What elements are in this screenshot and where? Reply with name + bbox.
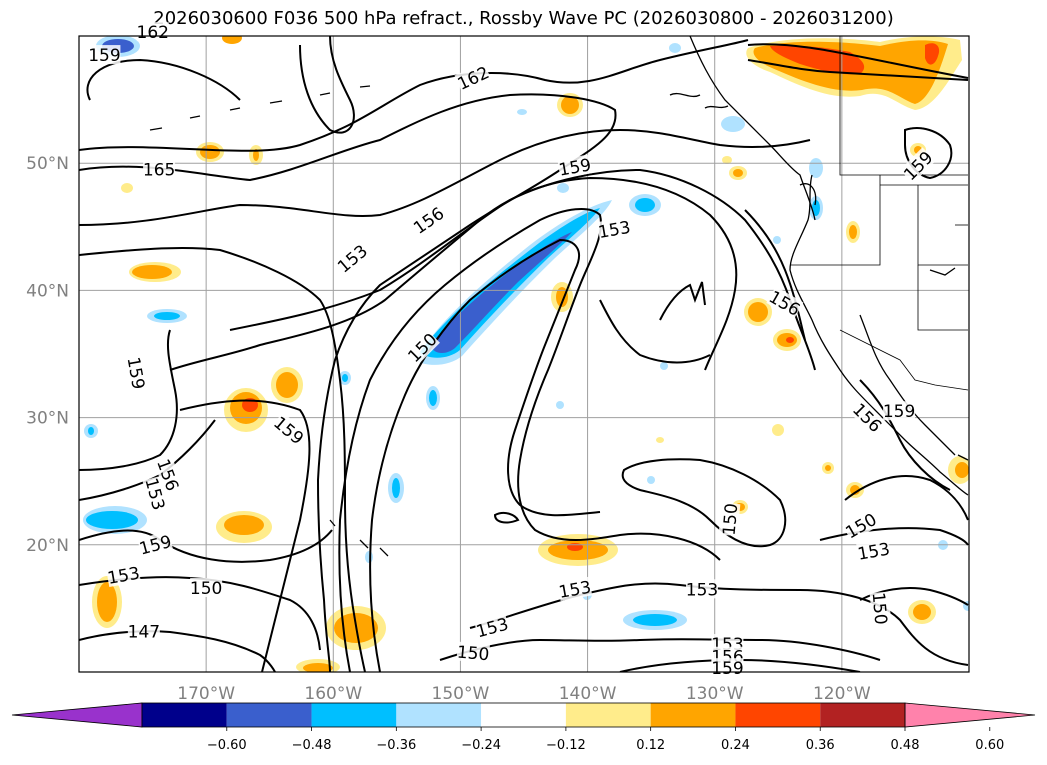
lon-tick-label: 120°W (813, 684, 871, 704)
lon-tick-label: 140°W (559, 684, 617, 704)
colorbar-tick-label: 0.24 (721, 738, 750, 753)
colorbar-segment (820, 703, 905, 727)
map-frame (78, 35, 970, 673)
colorbar-tick-label: 0.12 (636, 738, 665, 753)
colorbar-tick-label: 0.48 (891, 738, 920, 753)
contour-label: 153 (474, 613, 511, 643)
colorbar-segment (311, 703, 397, 727)
contour-label: 150 (868, 591, 892, 626)
negative-anomaly-jet (415, 200, 612, 365)
svg-text:159: 159 (123, 356, 148, 391)
svg-text:153: 153 (597, 218, 632, 243)
svg-text:153: 153 (474, 615, 511, 643)
colorbar-extend-high (904, 702, 1036, 728)
contour-label: 153 (686, 579, 718, 600)
colorbar-extend-low (11, 702, 143, 728)
colorbar-segment (650, 703, 736, 727)
contour-label: 159 (123, 356, 149, 391)
colorbar-segment (226, 703, 312, 727)
colorbar-tick-label: 0.60 (975, 738, 1004, 753)
latitude-tick-labels: 20°N 30°N 40°N 50°N (26, 154, 69, 556)
contour-label: 162 (137, 22, 169, 43)
longitude-tick-labels: 170°W 160°W 150°W 140°W 130°W 120°W (177, 684, 871, 704)
contour-label: 150 (456, 641, 490, 666)
svg-text:159: 159 (137, 532, 174, 560)
colorbar-tick-labels: −0.60 −0.48 −0.36 −0.24 −0.12 0.12 0.24 0.36 0.4… (207, 727, 1004, 753)
contour-label: 153 (557, 576, 593, 603)
contour-label: 153 (856, 538, 892, 565)
colorbar-tick-label: −0.12 (546, 738, 586, 753)
svg-text:150: 150 (720, 502, 743, 536)
contour-label: 159 (137, 530, 174, 560)
contour-label: 153 (597, 216, 632, 243)
contour-label: 147 (128, 621, 160, 642)
svg-text:165: 165 (143, 161, 175, 181)
contour-lines (79, 36, 969, 672)
contour-label: 153 (333, 240, 372, 277)
colorbar-segment (481, 703, 566, 727)
map-title: 2026030600 F036 500 hPa refract., Rossby… (153, 8, 894, 29)
coastline-layer (149, 36, 969, 557)
contour-label: 165 (143, 159, 175, 181)
colorbar (11, 702, 1036, 728)
svg-text:153: 153 (106, 564, 141, 589)
svg-text:159: 159 (269, 413, 307, 449)
contour-label: 150 (842, 509, 880, 544)
svg-text:156: 156 (410, 204, 448, 239)
svg-text:162: 162 (137, 23, 169, 43)
svg-text:150: 150 (842, 510, 880, 544)
contour-label: 159 (883, 401, 915, 422)
lat-tick-label: 50°N (26, 154, 69, 174)
contour-label: 153 (106, 562, 141, 589)
lat-tick-label: 30°N (26, 409, 69, 429)
colorbar-segment (396, 703, 482, 727)
political-borders (790, 36, 969, 391)
lon-tick-label: 130°W (686, 684, 744, 704)
svg-text:150: 150 (190, 579, 222, 599)
svg-text:150: 150 (868, 591, 891, 625)
svg-text:153: 153 (856, 539, 891, 564)
contour-label: 150 (718, 502, 743, 536)
colorbar-segment (735, 703, 821, 727)
colorbar-tick-label: −0.48 (292, 738, 332, 753)
colorbar-tick-label: −0.24 (461, 738, 501, 753)
lon-tick-label: 160°W (304, 684, 362, 704)
svg-text:147: 147 (128, 622, 160, 642)
colorbar-tick-label: −0.36 (376, 738, 416, 753)
contour-label: 150 (190, 578, 222, 599)
svg-text:153: 153 (686, 580, 718, 600)
svg-text:150: 150 (456, 643, 490, 666)
lat-tick-label: 20°N (26, 536, 69, 556)
contour-label: 159 (711, 658, 744, 679)
colorbar-tick-label: −0.60 (207, 738, 247, 753)
colorbar-segment (142, 703, 227, 727)
gridlines (79, 36, 969, 672)
contour-label: 159 (88, 45, 121, 66)
svg-text:159: 159 (883, 402, 915, 422)
svg-text:159: 159 (88, 46, 120, 66)
svg-text:153: 153 (334, 241, 372, 277)
colorbar-tick-label: 0.36 (806, 738, 835, 753)
lon-tick-label: 150°W (432, 684, 490, 704)
lon-tick-label: 170°W (177, 684, 235, 704)
contour-label: 156 (409, 203, 448, 239)
colorbar-segment (565, 703, 651, 727)
svg-text:159: 159 (711, 659, 743, 679)
lat-tick-label: 40°N (26, 281, 69, 301)
